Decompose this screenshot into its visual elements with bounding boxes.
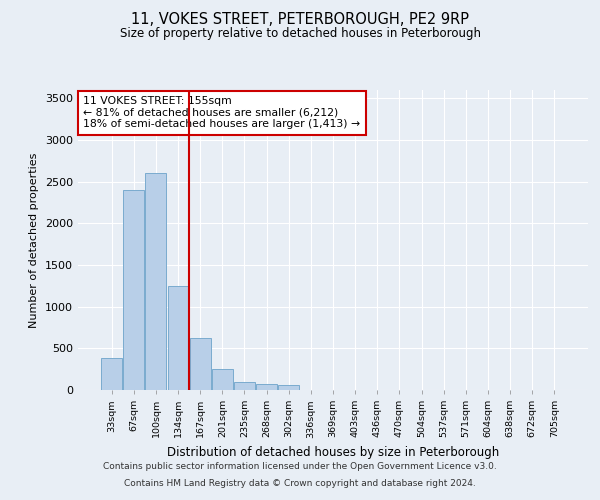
Bar [145,174,166,390]
Bar [256,384,277,390]
Bar [278,386,299,390]
Bar [124,190,145,390]
X-axis label: Distribution of detached houses by size in Peterborough: Distribution of detached houses by size … [167,446,499,459]
Bar [101,358,122,390]
Text: 11 VOKES STREET: 155sqm
← 81% of detached houses are smaller (6,212)
18% of semi: 11 VOKES STREET: 155sqm ← 81% of detache… [83,96,360,129]
Text: Size of property relative to detached houses in Peterborough: Size of property relative to detached ho… [119,28,481,40]
Bar [190,338,211,390]
Y-axis label: Number of detached properties: Number of detached properties [29,152,40,328]
Bar [212,369,233,390]
Text: Contains public sector information licensed under the Open Government Licence v3: Contains public sector information licen… [103,462,497,471]
Bar [167,286,188,390]
Bar [234,382,255,390]
Text: Contains HM Land Registry data © Crown copyright and database right 2024.: Contains HM Land Registry data © Crown c… [124,478,476,488]
Text: 11, VOKES STREET, PETERBOROUGH, PE2 9RP: 11, VOKES STREET, PETERBOROUGH, PE2 9RP [131,12,469,28]
